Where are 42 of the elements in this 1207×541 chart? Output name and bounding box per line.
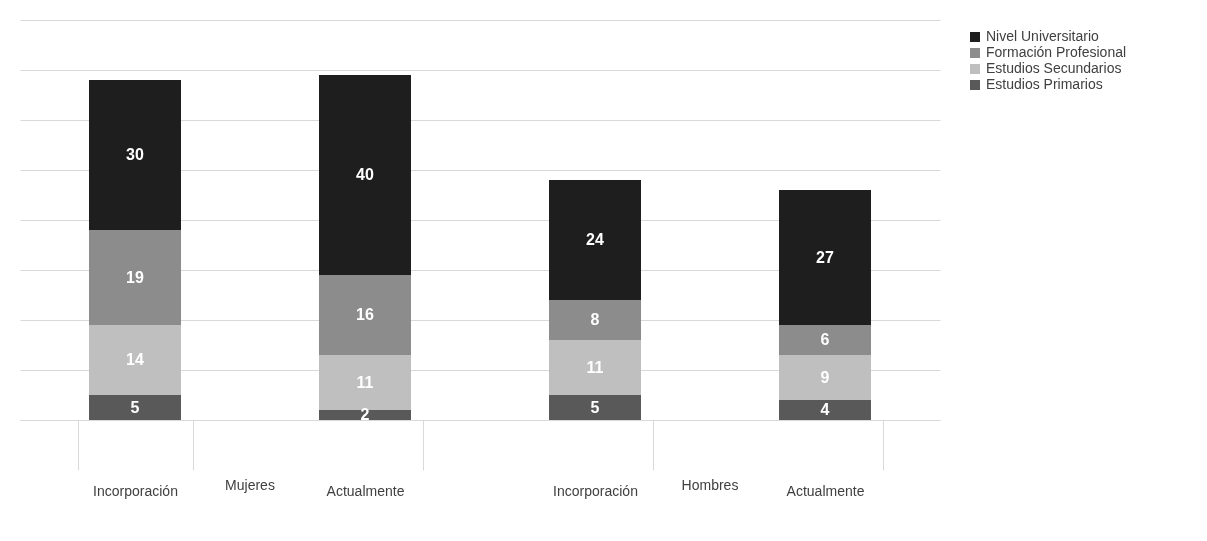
data-label: 27 [816, 248, 834, 266]
x-tick-label: Actualmente [786, 482, 865, 499]
data-label: 40 [356, 166, 374, 183]
legend-label: Estudios Secundarios [986, 60, 1122, 76]
bar [89, 80, 181, 230]
bar [779, 325, 871, 355]
data-label: 24 [586, 231, 604, 248]
x-tick-label: Actualmente [326, 482, 405, 499]
data-label: 16 [356, 306, 374, 323]
bar [89, 395, 181, 420]
data-label: 14 [126, 351, 144, 368]
data-label: 19 [126, 268, 144, 286]
data-label: 6 [820, 331, 830, 348]
bar [319, 355, 411, 410]
bar [319, 75, 411, 275]
data-label: 4 [820, 401, 830, 418]
data-label: 5 [590, 398, 600, 416]
data-label: 8 [590, 311, 600, 328]
x-tick-label: Incorporación [93, 482, 178, 499]
data-label: 9 [820, 368, 830, 386]
bar [779, 400, 871, 420]
data-label: 11 [586, 358, 604, 376]
legend-label: Nivel Universitario [986, 28, 1100, 44]
data-label: 11 [356, 373, 374, 391]
bar [549, 180, 641, 300]
x-tick-label: Incorporación [553, 482, 638, 499]
legend-label: Estudios Primarios [986, 76, 1103, 92]
data-label: 5 [130, 398, 140, 416]
data-label: 2 [360, 406, 370, 423]
bar [779, 355, 871, 400]
bar [779, 190, 871, 325]
legend-label: Formación Profesional [986, 44, 1127, 60]
data-label: 30 [126, 146, 144, 163]
bar [549, 340, 641, 395]
bar [549, 300, 641, 340]
bar [549, 395, 641, 420]
bar [89, 325, 181, 395]
bar [319, 275, 411, 355]
bar [319, 410, 411, 420]
bar [89, 230, 181, 325]
text: Hombres [681, 477, 739, 493]
text: Mujeres [225, 477, 275, 493]
